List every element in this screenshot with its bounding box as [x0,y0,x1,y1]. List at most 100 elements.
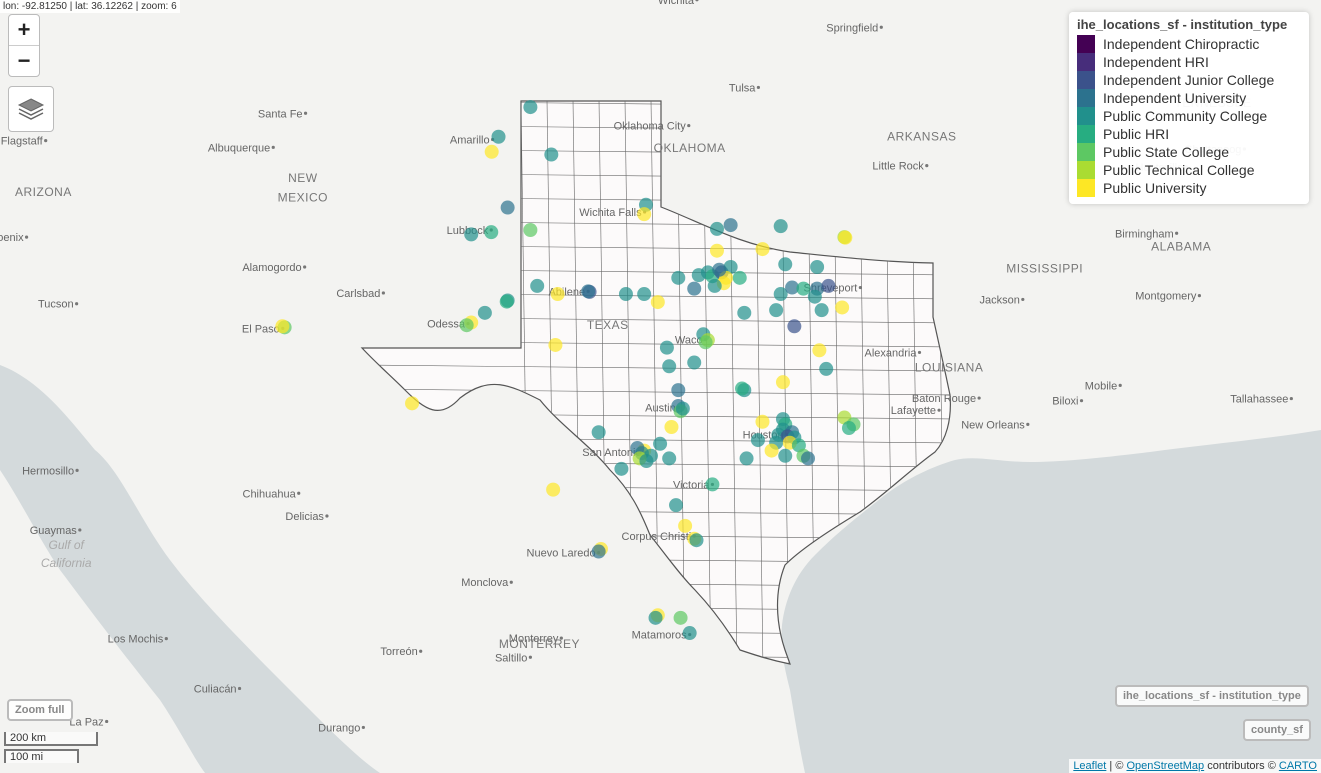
osm-link[interactable]: OpenStreetMap [1126,760,1205,772]
leaflet-link[interactable]: Leaflet [1073,760,1107,772]
institution-marker[interactable] [637,287,652,302]
place-label: San Antonio [582,447,641,459]
institution-marker[interactable] [791,438,806,453]
institution-marker[interactable] [778,257,793,272]
institution-marker[interactable] [755,414,770,429]
institution-marker[interactable] [691,268,706,283]
institution-marker[interactable] [484,144,499,159]
institution-marker[interactable] [653,436,668,451]
zoom-out-button[interactable]: − [9,45,39,76]
institution-marker[interactable] [546,482,561,497]
institution-marker[interactable] [769,303,784,318]
institution-marker[interactable] [671,270,686,285]
institution-marker[interactable] [614,461,629,476]
institution-marker[interactable] [723,260,738,275]
place-dot [559,636,563,640]
layer-toggle-county[interactable]: county_sf [1243,719,1311,741]
institution-marker[interactable] [737,305,752,320]
institution-marker[interactable] [709,221,724,236]
institution-marker[interactable] [712,262,727,277]
institution-marker[interactable] [464,227,479,242]
institution-marker[interactable] [796,281,811,296]
layers-control-button[interactable] [8,86,54,132]
institution-marker[interactable] [687,281,702,296]
institution-marker[interactable] [682,626,697,641]
legend-item: Public University [1077,179,1301,197]
institution-marker[interactable] [591,425,606,440]
place-dot [303,111,308,115]
institution-marker[interactable] [732,270,747,285]
institution-marker[interactable] [678,518,693,533]
institution-marker[interactable] [698,335,713,350]
institution-marker[interactable] [778,448,793,463]
zoom-in-button[interactable]: + [17,17,31,42]
institution-marker[interactable] [659,340,674,355]
institution-marker[interactable] [814,303,829,318]
institution-marker[interactable] [405,396,420,411]
institution-marker[interactable] [838,230,853,245]
institution-marker[interactable] [544,147,559,162]
institution-marker[interactable] [548,337,563,352]
legend-swatch [1077,125,1095,143]
institution-marker[interactable] [491,129,506,144]
institution-marker[interactable] [773,287,788,302]
institution-marker[interactable] [500,200,515,215]
institution-marker[interactable] [841,421,856,436]
institution-marker[interactable] [709,243,724,258]
institution-marker[interactable] [689,533,704,548]
place-dot [1079,399,1084,403]
institution-points[interactable] [275,100,861,641]
zoom-full-button[interactable]: Zoom full [7,699,73,721]
institution-marker[interactable] [739,451,754,466]
institution-marker[interactable] [499,294,514,309]
institution-marker[interactable] [707,278,722,293]
institution-marker[interactable] [477,305,492,320]
institution-marker[interactable] [735,381,750,396]
institution-marker[interactable] [530,278,545,293]
institution-marker[interactable] [821,278,836,293]
institution-marker[interactable] [618,287,633,302]
institution-marker[interactable] [650,295,665,310]
institution-marker[interactable] [675,401,690,416]
institution-marker[interactable] [550,287,565,302]
institution-marker[interactable] [785,280,800,295]
institution-marker[interactable] [671,383,686,398]
legend-item: Independent University [1077,89,1301,107]
institution-marker[interactable] [662,359,677,374]
institution-marker[interactable] [764,443,779,458]
institution-marker[interactable] [810,260,825,275]
institution-marker[interactable] [459,318,474,333]
institution-marker[interactable] [801,451,816,466]
texas-outline [360,100,951,665]
institution-marker[interactable] [812,343,827,358]
institution-marker[interactable] [673,610,688,625]
place-label: Alexandria [865,347,918,359]
institution-marker[interactable] [637,207,652,222]
institution-marker[interactable] [775,375,790,390]
institution-marker[interactable] [750,433,765,448]
institution-marker[interactable] [773,219,788,234]
institution-marker[interactable] [639,454,654,469]
place-dot [44,139,48,143]
layer-toggle-institution-type[interactable]: ihe_locations_sf - institution_type [1115,685,1309,707]
institution-marker[interactable] [705,477,720,492]
institution-marker[interactable] [723,218,738,233]
institution-marker[interactable] [648,610,663,625]
institution-marker[interactable] [807,289,822,304]
institution-marker[interactable] [630,440,645,455]
institution-marker[interactable] [484,225,499,240]
institution-marker[interactable] [787,319,802,334]
institution-marker[interactable] [669,498,684,513]
institution-marker[interactable] [581,284,596,299]
institution-marker[interactable] [523,100,538,115]
institution-marker[interactable] [275,319,290,334]
institution-marker[interactable] [687,355,702,370]
institution-marker[interactable] [591,544,606,559]
institution-marker[interactable] [755,242,770,257]
institution-marker[interactable] [819,361,834,376]
institution-marker[interactable] [664,419,679,434]
institution-marker[interactable] [523,222,538,237]
institution-marker[interactable] [835,300,850,315]
carto-link[interactable]: CARTO [1278,760,1317,772]
institution-marker[interactable] [662,451,677,466]
